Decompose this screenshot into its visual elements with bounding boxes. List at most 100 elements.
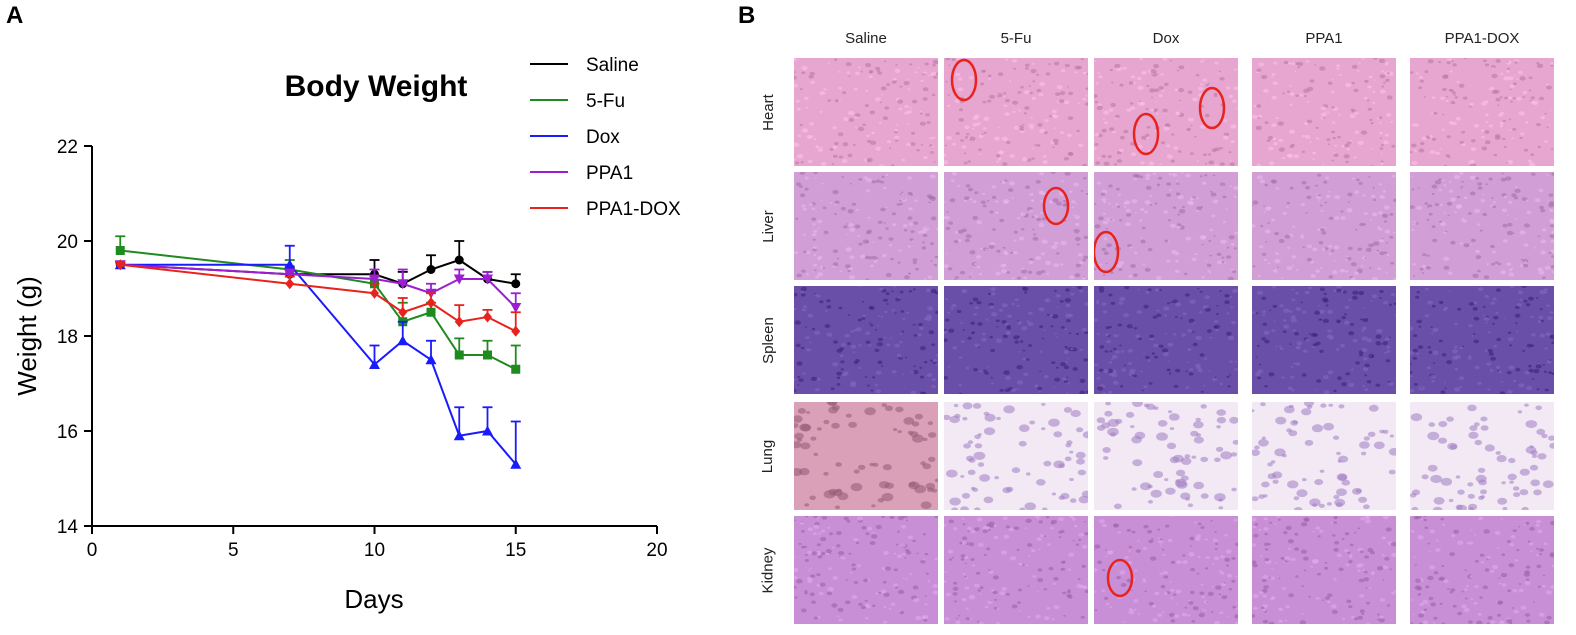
tissue-texture <box>794 516 938 624</box>
legend-label: Saline <box>586 55 639 76</box>
row-label-text: Kidney <box>759 547 777 593</box>
row-label-text: Liver <box>759 209 777 243</box>
lesion-circle <box>1198 86 1226 130</box>
tissue-texture <box>944 402 1088 510</box>
histology-tile-kidney-ppa1-dox <box>1410 516 1554 624</box>
tissue-texture <box>944 58 1088 166</box>
column-header: PPA1-DOX <box>1444 30 1520 47</box>
histology-tile-heart-5-fu <box>944 58 1088 166</box>
x-axis-label: Days <box>344 584 403 614</box>
y-tick-label: 14 <box>57 517 79 538</box>
data-point <box>370 287 379 299</box>
legend-entry: PPA1-DOX <box>530 199 681 220</box>
series-line <box>120 249 517 371</box>
tissue-texture <box>1252 286 1396 394</box>
series-line <box>120 263 517 333</box>
histology-tile-liver-5-fu <box>944 172 1088 280</box>
x-tick-label: 0 <box>87 540 98 561</box>
histology-tile-heart-ppa1 <box>1252 58 1396 166</box>
legend-entry: 5-Fu <box>530 91 625 112</box>
data-point <box>482 425 493 436</box>
series-ppa1-dox <box>115 259 521 337</box>
tissue-texture <box>1094 58 1238 166</box>
histology-tile-liver-ppa1 <box>1252 172 1396 280</box>
histology-tile-kidney-ppa1 <box>1252 516 1396 624</box>
y-axis-label: Weight (g) <box>12 276 42 395</box>
histology-tile-kidney-5-fu <box>944 516 1088 624</box>
histology-tile-heart-dox <box>1094 58 1238 166</box>
histology-tile-heart-ppa1-dox <box>1410 58 1554 166</box>
lesion-circle <box>1042 186 1070 226</box>
data-point <box>453 274 465 285</box>
y-tick-label: 18 <box>57 327 78 348</box>
data-point <box>454 316 464 328</box>
legend-label: PPA1 <box>586 163 633 184</box>
legend-label: PPA1-DOX <box>586 199 681 220</box>
legend-entry: PPA1 <box>530 163 633 184</box>
data-point <box>397 335 409 346</box>
histology-tile-lung-5-fu <box>944 402 1088 510</box>
x-tick-label: 15 <box>505 540 526 561</box>
data-point <box>482 274 493 285</box>
y-tick-label: 16 <box>57 422 78 443</box>
series-line <box>120 263 517 465</box>
row-label: Kidney <box>744 505 792 635</box>
histology-tile-lung-ppa1 <box>1252 402 1396 510</box>
legend-entry: Saline <box>530 55 639 76</box>
tissue-texture <box>794 402 938 510</box>
data-point <box>454 255 464 265</box>
data-point <box>397 279 409 290</box>
tissue-texture <box>794 286 938 394</box>
tissue-texture <box>1252 173 1396 280</box>
tissue-texture <box>1252 58 1396 166</box>
tissue-texture <box>944 172 1088 280</box>
tissue-texture <box>1094 172 1238 280</box>
row-label-text: Heart <box>759 93 777 131</box>
panel-a-letter: A <box>6 2 24 29</box>
data-point <box>511 279 521 289</box>
data-point <box>426 265 436 274</box>
data-point <box>425 354 437 365</box>
data-point <box>369 359 380 369</box>
tissue-texture <box>1410 516 1554 624</box>
lesion-circle <box>1132 112 1160 156</box>
column-header: Dox <box>1152 30 1180 47</box>
panel-b-letter: B <box>738 2 756 29</box>
tissue-texture <box>1252 516 1396 624</box>
data-point <box>398 306 408 318</box>
y-tick-label: 22 <box>57 137 78 158</box>
histology-tile-spleen-5-fu <box>944 286 1088 394</box>
row-label: Lung <box>744 391 792 521</box>
row-label: Liver <box>744 161 792 291</box>
tissue-texture <box>1410 403 1554 510</box>
data-point <box>115 246 125 255</box>
column-header: PPA1 <box>1305 30 1343 47</box>
histology-tile-liver-saline <box>794 172 938 280</box>
data-point <box>510 303 522 313</box>
histology-tile-kidney-saline <box>794 516 938 624</box>
row-label-text: Lung <box>759 439 777 473</box>
legend-entry: Dox <box>530 127 620 148</box>
row-label: Heart <box>744 47 792 177</box>
y-tick-label: 20 <box>57 232 78 253</box>
histology-tile-lung-dox <box>1094 402 1238 510</box>
histology-tile-liver-dox <box>1094 172 1238 280</box>
row-label-text: Spleen <box>759 316 777 364</box>
data-point <box>284 269 296 280</box>
histology-tile-lung-ppa1-dox <box>1410 402 1554 510</box>
legend-label: Dox <box>586 127 620 148</box>
data-point <box>284 259 296 270</box>
data-point <box>453 430 465 441</box>
data-point <box>511 364 521 374</box>
row-label: Spleen <box>744 275 792 405</box>
histology-tile-heart-saline <box>794 58 938 166</box>
tissue-texture <box>1410 172 1554 280</box>
histology-tile-lung-saline <box>794 402 938 510</box>
column-header: 5-Fu <box>1000 30 1032 47</box>
tissue-texture <box>1094 286 1238 394</box>
series-dox <box>114 244 522 469</box>
histology-tile-spleen-ppa1 <box>1252 286 1396 394</box>
body-weight-chart: Body Weight Days Weight (g) 0 5 10 15 20 14 16… <box>12 55 681 614</box>
data-point <box>369 274 380 285</box>
tissue-texture <box>1094 516 1238 624</box>
